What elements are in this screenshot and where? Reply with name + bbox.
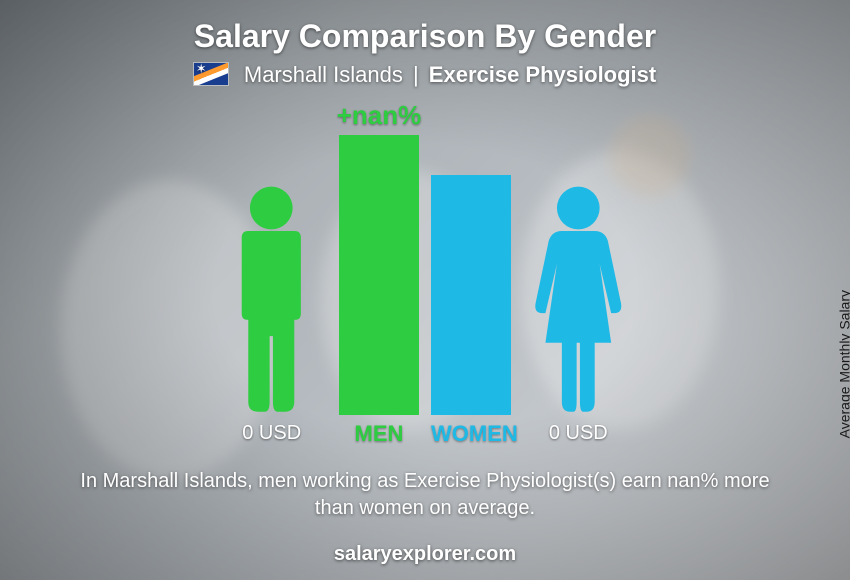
female-icon bbox=[529, 185, 628, 415]
infographic-container: Salary Comparison By Gender Marshall Isl… bbox=[0, 0, 850, 580]
male-icon bbox=[222, 185, 321, 415]
person-female-icon bbox=[529, 185, 628, 415]
person-male-icon bbox=[222, 185, 321, 415]
men-salary-bar bbox=[339, 135, 419, 415]
women-salary-bar bbox=[431, 175, 511, 415]
flag-icon bbox=[194, 63, 228, 85]
gender-salary-chart: +nan% 0 USD 0 USD MEN WOMEN bbox=[145, 125, 705, 455]
women-salary-value: 0 USD bbox=[529, 422, 628, 445]
percent-difference-label: +nan% bbox=[329, 100, 429, 131]
men-salary-value: 0 USD bbox=[222, 422, 321, 445]
page-title: Salary Comparison By Gender bbox=[0, 18, 850, 55]
summary-caption: In Marshall Islands, men working as Exer… bbox=[60, 468, 790, 522]
women-axis-label: WOMEN bbox=[431, 421, 511, 447]
subtitle-row: Marshall Islands | Exercise Physiologist bbox=[0, 62, 850, 88]
job-title: Exercise Physiologist bbox=[429, 62, 656, 87]
site-credit: salaryexplorer.com bbox=[0, 543, 850, 566]
country-name: Marshall Islands bbox=[244, 62, 403, 87]
separator: | bbox=[413, 62, 419, 87]
y-axis-label: Average Monthly Salary bbox=[836, 290, 850, 438]
men-axis-label: MEN bbox=[339, 421, 419, 447]
